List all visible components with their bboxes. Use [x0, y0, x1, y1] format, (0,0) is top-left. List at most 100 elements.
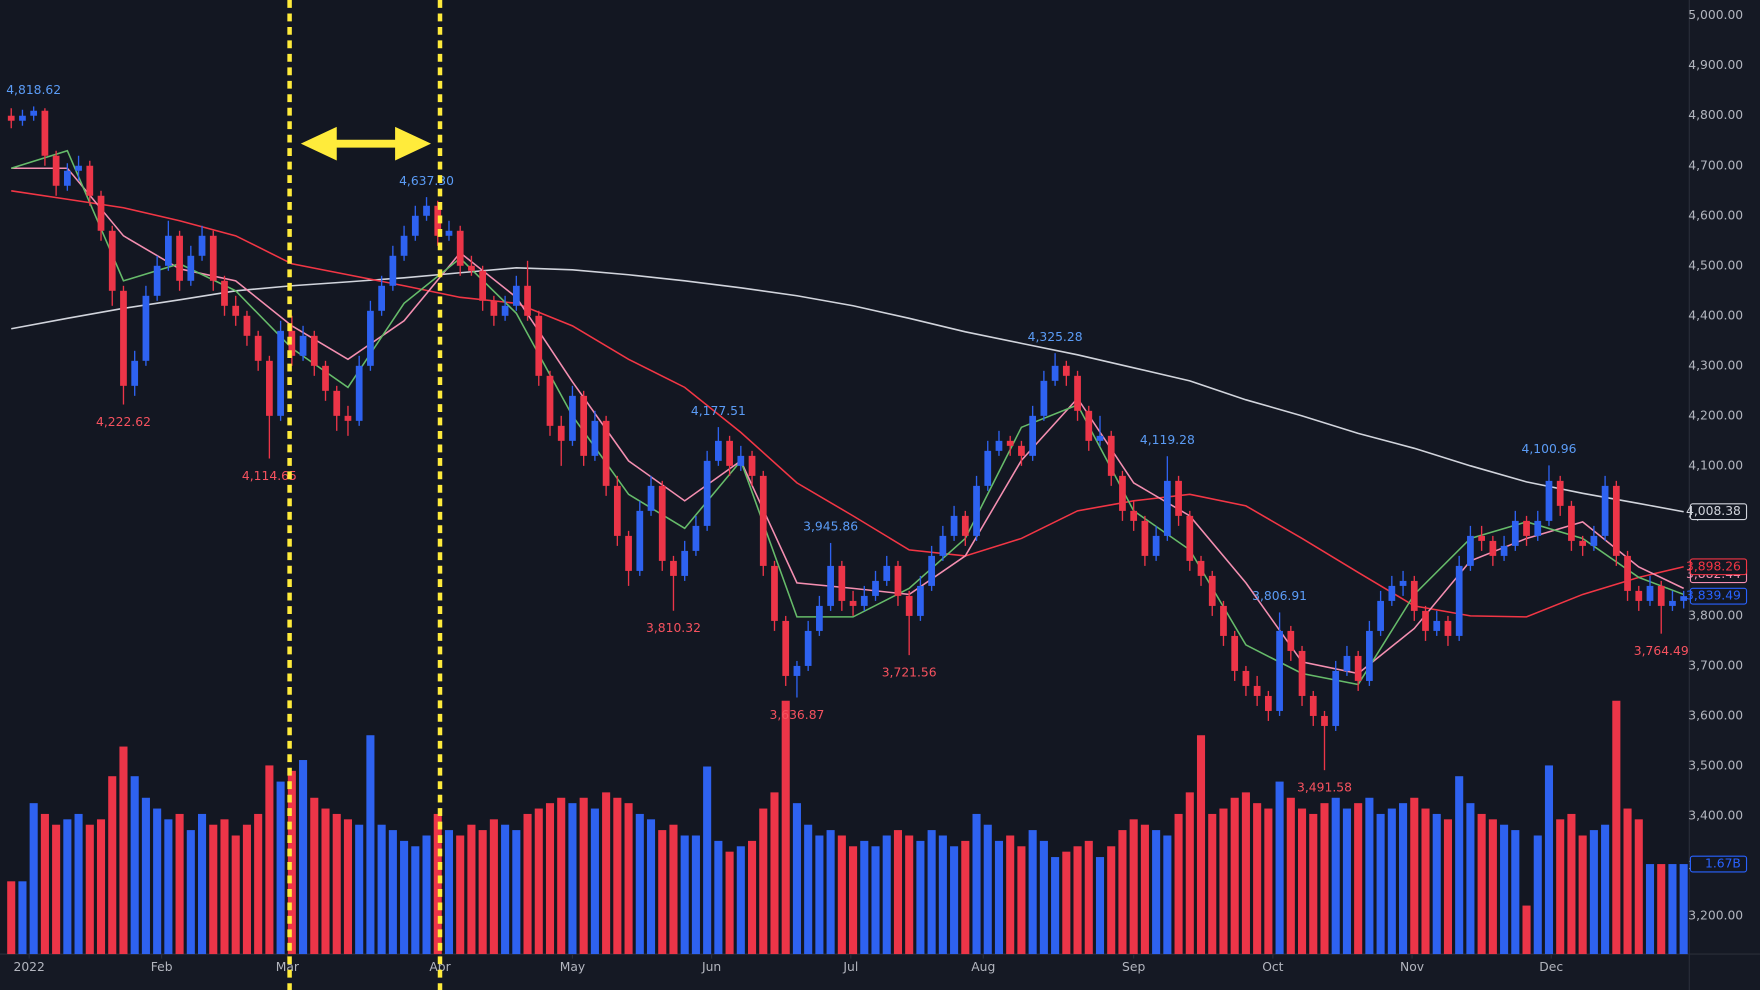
volume-bar — [1443, 819, 1452, 955]
candle-body — [557, 425, 565, 441]
candle-body — [1265, 695, 1272, 711]
candle-body — [165, 235, 172, 266]
low-label: 3,636.87 — [769, 708, 824, 722]
candle-body — [703, 460, 711, 526]
volume-bar — [1376, 813, 1385, 955]
candle-body — [1399, 580, 1407, 586]
candle-body — [546, 375, 554, 426]
candle-body — [52, 155, 60, 186]
volume-bar — [1241, 792, 1250, 955]
y-tick-label: 3,600.00 — [1688, 708, 1743, 722]
candle-body — [468, 265, 475, 271]
x-tick-label: Jul — [842, 960, 858, 974]
candle-body — [1680, 596, 1688, 601]
volume-bar — [119, 746, 128, 955]
price-tag-box — [1689, 855, 1748, 873]
candle-body — [108, 230, 116, 291]
candle-body — [782, 620, 790, 676]
volume-bar — [74, 813, 83, 955]
x-tick-label: Oct — [1262, 960, 1283, 974]
volume-bar — [1623, 808, 1632, 955]
candle-body — [793, 665, 801, 676]
candle-body — [1141, 520, 1149, 556]
candle-body — [1163, 480, 1171, 536]
volume-bar — [1095, 857, 1105, 955]
volume-bar — [557, 797, 566, 955]
candle-body — [838, 565, 846, 601]
candle-body — [1276, 630, 1283, 711]
x-tick-label: Mar — [276, 960, 300, 974]
candle-body — [254, 335, 262, 361]
candle-body — [153, 265, 161, 296]
low-label: 4,114.65 — [242, 469, 297, 483]
volume-bar — [826, 830, 835, 955]
volume-bar — [624, 803, 633, 955]
candle-body — [1534, 520, 1542, 536]
x-tick-label: Jun — [701, 960, 721, 974]
volume-bar — [1107, 846, 1116, 955]
candle-body — [748, 455, 756, 476]
y-tick-label: 4,800.00 — [1688, 108, 1743, 122]
volume-bar — [882, 835, 891, 955]
volume-bar — [837, 835, 846, 955]
candle-body — [1455, 565, 1463, 636]
volume-bar — [725, 851, 734, 955]
candle-body — [759, 475, 767, 566]
volume-bar — [972, 813, 981, 955]
candle-body — [973, 485, 980, 536]
candle-body — [479, 270, 487, 301]
candle-body — [602, 420, 610, 486]
date-markers — [287, 0, 443, 990]
volume-bar — [265, 765, 274, 955]
x-tick-label: Dec — [1539, 960, 1563, 974]
candle-body — [613, 485, 621, 536]
candle-body — [1287, 630, 1295, 651]
volume-bar — [579, 797, 588, 955]
volume-bar — [1668, 864, 1677, 955]
x-tick-label: Feb — [151, 960, 173, 974]
volume-bar — [1275, 781, 1284, 955]
candle-body — [1130, 510, 1138, 521]
candle-body — [883, 565, 891, 581]
candle-body — [1388, 585, 1396, 601]
candle-body — [1366, 630, 1373, 681]
volume-bar — [231, 835, 240, 955]
candle-body — [41, 110, 49, 156]
candles — [7, 106, 1688, 771]
y-tick-label: 3,400.00 — [1688, 808, 1743, 822]
volume-bar — [1084, 840, 1093, 955]
price-tag-box — [1689, 503, 1748, 521]
candle-body — [97, 195, 105, 231]
candle-body — [1062, 365, 1070, 376]
candle-body — [1253, 685, 1261, 696]
candle-body — [266, 360, 273, 416]
volume-bar — [1185, 792, 1194, 955]
volume-bar — [893, 830, 903, 955]
candle-body — [1489, 540, 1497, 556]
candle-body — [120, 290, 127, 386]
volume-bar — [1208, 813, 1217, 955]
volume-bar — [1152, 830, 1161, 955]
volume-bar — [590, 808, 599, 955]
volume-bar — [983, 824, 992, 955]
volume-bar — [703, 766, 712, 955]
volume-bar — [332, 813, 341, 955]
candle-body — [569, 395, 576, 441]
volume-bar — [1567, 813, 1576, 955]
volume-bar — [1634, 819, 1643, 955]
price-tag: 3,839.49 — [1686, 589, 1741, 603]
volume-bar — [1466, 803, 1475, 955]
volume-bar — [523, 813, 532, 955]
candle-body — [1051, 365, 1059, 381]
candle-body — [580, 395, 588, 456]
candle-body — [19, 115, 26, 121]
volume-bar — [377, 824, 386, 955]
volume-bar — [366, 735, 375, 955]
volume-bar — [1365, 797, 1374, 955]
volume-bar — [658, 830, 667, 955]
high-label: 4,119.28 — [1140, 433, 1195, 447]
volume-bar — [153, 808, 162, 955]
candle-body — [1410, 580, 1418, 611]
volume-bar — [680, 835, 689, 955]
volume-bar — [1500, 824, 1509, 955]
